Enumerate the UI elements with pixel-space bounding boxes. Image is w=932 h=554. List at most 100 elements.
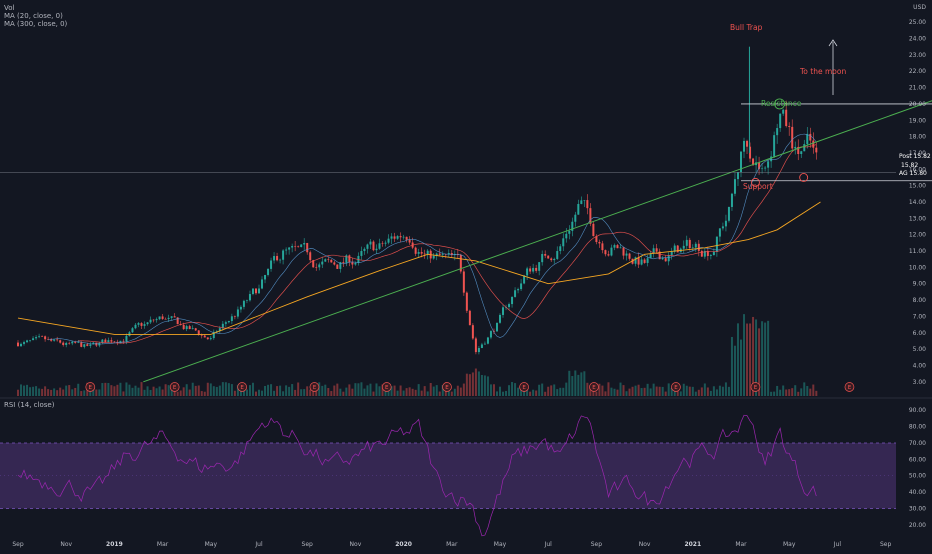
candle-body <box>658 251 661 260</box>
candle-body <box>215 331 218 332</box>
volume-bar <box>218 385 221 396</box>
candle-body <box>761 168 764 170</box>
volume-bar <box>628 388 631 396</box>
price-tick-label: 19.00 <box>909 117 926 124</box>
volume-bar <box>215 386 218 396</box>
candle-body <box>809 133 812 141</box>
candle-body <box>378 243 381 249</box>
candle-body <box>92 342 95 345</box>
volume-bar <box>511 382 514 396</box>
volume-bar <box>158 386 161 396</box>
x-tick-label: Mar <box>446 541 458 548</box>
volume-bar <box>342 391 345 396</box>
candle-body <box>191 328 194 330</box>
volume-bar <box>116 384 119 396</box>
volume-bar <box>779 389 782 396</box>
volume-bar <box>691 386 694 396</box>
candle-body <box>194 328 197 331</box>
candle-body <box>480 344 483 349</box>
candle-body <box>791 126 794 149</box>
volume-bar <box>233 390 236 396</box>
volume-bar <box>128 384 131 396</box>
volume-bar <box>146 386 149 396</box>
candle-body <box>616 245 619 249</box>
volume-bar <box>529 391 532 396</box>
earnings-marker <box>85 382 96 392</box>
candle-body <box>643 259 646 263</box>
candle-body <box>462 271 465 293</box>
candle-body <box>583 200 586 201</box>
volume-bar <box>568 370 571 396</box>
uptrend-line <box>143 100 932 383</box>
volume-bar <box>538 384 541 396</box>
volume-bar <box>788 389 791 396</box>
volume-bar <box>276 386 279 396</box>
volume-bar <box>110 385 113 396</box>
candle-body <box>740 151 742 173</box>
volume-bar <box>209 383 212 396</box>
candle-body <box>206 337 209 340</box>
candle-body <box>273 256 276 261</box>
volume-bar <box>685 385 688 396</box>
price-tick-label: 22.00 <box>909 68 926 75</box>
volume-bar <box>131 387 134 396</box>
volume-bar <box>658 386 661 396</box>
volume-bar <box>673 391 676 396</box>
candle-body <box>164 318 167 320</box>
volume-bar <box>667 383 670 396</box>
volume-bar <box>812 384 815 396</box>
volume-bar <box>541 383 544 396</box>
candle-body <box>360 251 363 256</box>
candle-body <box>423 253 426 255</box>
volume-bar <box>806 386 809 396</box>
earnings-marker-label: E <box>173 385 177 391</box>
volume-bar <box>477 371 480 396</box>
price-tick-label: 7.00 <box>913 313 927 320</box>
candle-body <box>646 258 649 263</box>
candle-body <box>170 316 173 318</box>
volume-bar <box>74 387 77 396</box>
volume-bar <box>447 389 450 396</box>
volume-bar <box>730 336 733 396</box>
volume-bar <box>396 390 399 396</box>
candle-body <box>414 247 417 254</box>
volume-bar <box>661 386 664 396</box>
candle-body <box>242 300 245 307</box>
candle-body <box>327 259 330 260</box>
volume-bar <box>161 389 164 396</box>
price-tick-label: 3.00 <box>913 379 927 386</box>
candle-body <box>670 251 673 256</box>
volume-bar <box>336 383 339 396</box>
candle-body <box>161 316 164 319</box>
volume-bar <box>104 382 107 396</box>
candle-body <box>288 247 291 250</box>
volume-bar <box>733 345 736 396</box>
volume-bar <box>417 384 420 396</box>
volume-bar <box>688 386 691 396</box>
volume-bar <box>483 375 486 396</box>
volume-bar <box>523 389 526 396</box>
candle-body <box>688 239 691 249</box>
candle-body <box>336 264 339 269</box>
volume-bar <box>321 385 324 396</box>
candle-body <box>625 253 628 256</box>
volume-bar <box>505 390 508 396</box>
candle-body <box>718 228 721 237</box>
candle-body <box>538 262 541 271</box>
volume-bar <box>185 384 188 396</box>
candle-body <box>595 236 598 243</box>
candle-body <box>610 247 613 256</box>
volume-bar <box>709 390 712 396</box>
volume-bar <box>456 385 459 396</box>
candle-body <box>236 309 239 317</box>
volume-bar <box>471 372 474 396</box>
x-tick-label: May <box>205 541 218 548</box>
candle-body <box>486 337 489 344</box>
volume-bar <box>450 391 453 396</box>
volume-bar <box>459 387 462 396</box>
volume-bar <box>631 386 634 396</box>
candle-body <box>56 339 59 341</box>
volume-bar <box>71 389 74 396</box>
